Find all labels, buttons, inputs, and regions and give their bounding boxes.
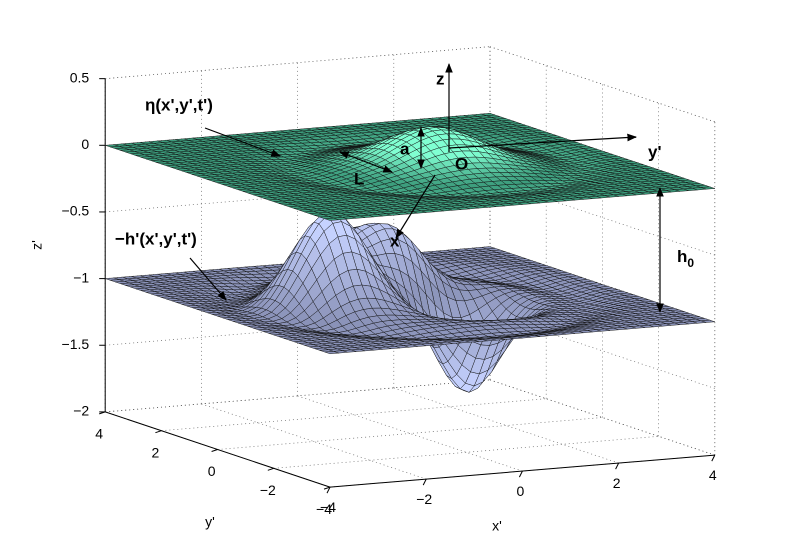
tick-mark xyxy=(99,411,106,415)
y-tick-label: −4 xyxy=(316,501,332,517)
x-label: x xyxy=(390,231,400,250)
y-axis xyxy=(105,411,331,488)
z-tick-label: 0 xyxy=(81,136,89,152)
tick-mark xyxy=(518,470,523,478)
grid-line xyxy=(161,398,547,432)
z-tick-label: −1 xyxy=(73,269,89,285)
grid-line xyxy=(105,46,491,79)
x-tick-label: 0 xyxy=(517,483,525,499)
y-tick-label: −2 xyxy=(260,482,276,498)
L-arrow xyxy=(339,151,393,173)
depth-label: −h'(x',y',t') xyxy=(115,229,197,248)
grid-line xyxy=(105,312,491,346)
z-tick-label: −2 xyxy=(73,403,89,419)
surfaces xyxy=(105,113,715,393)
tick-mark xyxy=(326,486,331,494)
y-label: y' xyxy=(648,142,662,161)
tick-mark xyxy=(267,467,274,471)
a-label: a xyxy=(400,139,410,158)
tick-mark xyxy=(615,462,620,470)
labels: η(x',y',t') −h'(x',y',t') h0 z y' x a L … xyxy=(29,69,695,533)
depth-surface-cell xyxy=(324,351,339,355)
grid-line xyxy=(105,179,491,213)
h0-label: h0 xyxy=(677,247,694,270)
h0-subscript: 0 xyxy=(687,256,694,270)
tick-mark xyxy=(211,449,218,452)
tick-mark xyxy=(711,454,716,462)
arrows xyxy=(189,63,664,313)
grid-line xyxy=(217,417,603,450)
O-label: O xyxy=(455,154,468,173)
y-axis-title: y' xyxy=(205,514,215,530)
tick-mark xyxy=(422,478,427,486)
tick-mark xyxy=(155,430,162,434)
y-arrow xyxy=(448,133,637,149)
y-tick-label: 4 xyxy=(95,426,103,442)
x-tick-label: 2 xyxy=(613,475,621,491)
box-back: 0.5 0 −0.5 −1 −1.5 −2 −4 −2 0 2 4 4 2 0 −2 −4 xyxy=(62,46,717,517)
grid-line xyxy=(273,435,659,469)
x-axis-title: x' xyxy=(492,518,502,534)
depth-arrow xyxy=(189,257,227,301)
tick-mark xyxy=(323,486,331,490)
eta-surface-cell xyxy=(324,217,339,221)
L-label: L xyxy=(354,169,364,188)
x-tick-label: 4 xyxy=(709,467,717,483)
x-tick-label: −4 xyxy=(320,499,336,515)
z-tick-label: 0.5 xyxy=(70,69,90,85)
x-axis xyxy=(329,454,715,488)
h0-main: h xyxy=(677,247,687,266)
y-tick-label: 0 xyxy=(208,463,216,479)
z-label: z xyxy=(436,69,445,88)
grid-line xyxy=(105,379,491,413)
eta-label: η(x',y',t') xyxy=(145,95,213,114)
grid-line xyxy=(297,395,523,472)
z-tick-label: −0.5 xyxy=(62,203,90,219)
eta-arrow xyxy=(204,127,281,157)
z-tick-label: −1.5 xyxy=(62,336,90,352)
x-arrow xyxy=(395,174,436,239)
z-axis-title: z' xyxy=(29,240,45,250)
y-tick-label: 2 xyxy=(152,444,160,460)
grid-line xyxy=(393,387,619,464)
x-tick-label: −2 xyxy=(416,491,432,507)
